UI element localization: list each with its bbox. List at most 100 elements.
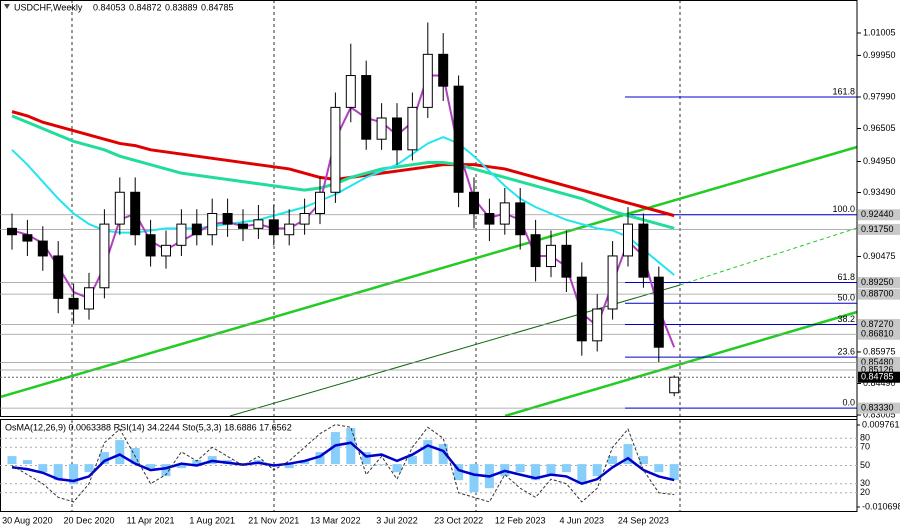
- candle-body: [7, 227, 17, 236]
- current-price-label: 0.84785: [861, 372, 894, 382]
- candle-body: [161, 244, 171, 257]
- candle-body: [422, 53, 433, 108]
- osma-bar: [315, 452, 325, 465]
- osma-bar: [669, 464, 679, 481]
- level-box: [858, 318, 900, 330]
- x-tick-label: 13 Mar 2022: [310, 515, 361, 525]
- time-separators: [71, 0, 681, 512]
- osma-bar: [22, 460, 32, 465]
- osma-bar: [38, 464, 48, 473]
- fib-label: 38.2: [837, 314, 855, 324]
- y-tick-label: 30: [860, 478, 870, 488]
- osma-bar: [546, 464, 556, 477]
- candle-body: [284, 223, 295, 236]
- x-tick-label: 11 Apr 2021: [127, 515, 175, 525]
- osma-bar: [53, 464, 63, 481]
- candle-body: [638, 223, 649, 278]
- osma-bar: [330, 432, 340, 465]
- candle-body: [592, 308, 603, 342]
- osma-bar: [654, 464, 664, 473]
- x-tick-label: 23 Oct 2022: [434, 515, 483, 525]
- symbol-icon: [4, 4, 10, 9]
- chart-title: USDCHF,Weekly: [14, 2, 83, 12]
- y-tick-label: 70: [860, 442, 870, 452]
- y-tick-label: 50: [860, 460, 870, 470]
- osma-bar: [176, 464, 186, 469]
- indicator-line: [11, 424, 675, 503]
- candle-body: [114, 191, 125, 225]
- osma-bar: [192, 460, 202, 465]
- ohlc-value: 0.84872: [129, 2, 162, 12]
- y-tick-label: 0.96505: [863, 123, 896, 133]
- y-tick-label: 0.85975: [863, 346, 896, 356]
- x-tick-label: 12 Feb 2023: [495, 515, 546, 525]
- level-box: [858, 223, 900, 235]
- candle-body: [330, 106, 341, 193]
- candle-body: [315, 191, 325, 214]
- candle-body: [576, 276, 587, 342]
- y-tick-label: 0.84490: [863, 378, 896, 388]
- candle-body: [499, 202, 510, 225]
- trend-line: [679, 227, 858, 286]
- osma-bar: [99, 452, 109, 465]
- fib-label: 161.8: [832, 86, 855, 96]
- y-tick-label: 0.94950: [863, 156, 896, 166]
- osma-bar: [577, 464, 587, 485]
- candle-body: [238, 223, 248, 229]
- level-box: [858, 364, 900, 376]
- fib-label: 23.6: [837, 347, 855, 357]
- y-tick-label: 0.83005: [863, 409, 896, 419]
- indicator-line: [11, 114, 675, 230]
- osma-bar: [608, 456, 618, 465]
- candle-body: [438, 53, 449, 87]
- candle-body: [68, 297, 79, 310]
- x-tick-label: 3 Jul 2022: [376, 515, 418, 525]
- x-tick-label: 21 Nov 2021: [248, 515, 299, 525]
- x-tick-label: 24 Sep 2023: [618, 515, 669, 525]
- level-label: 0.91750: [861, 224, 894, 234]
- level-box: [858, 356, 900, 368]
- y-tick-label: 0.90475: [863, 251, 896, 261]
- osma-bar: [515, 464, 525, 473]
- candle-body: [191, 223, 202, 236]
- osma-bar: [423, 440, 433, 465]
- fib-label: 50.0: [837, 293, 855, 303]
- fib-label: 0.0: [842, 397, 855, 407]
- y2-tick-label: 0.0097612: [862, 419, 900, 429]
- osma-bar: [346, 428, 356, 465]
- indicator-line: [11, 136, 675, 276]
- candle-body: [130, 191, 141, 236]
- level-box: [858, 209, 900, 221]
- x-tick-label: 4 Jun 2023: [560, 515, 605, 525]
- y2-tick-label: -0.010698: [862, 501, 900, 511]
- osma-bar: [146, 464, 156, 469]
- candle-body: [607, 255, 618, 310]
- candle-body: [53, 255, 64, 299]
- ohlc-value: 0.84785: [201, 2, 234, 12]
- candle-body: [253, 219, 264, 229]
- candle-body: [561, 244, 572, 278]
- osma-bar: [531, 464, 541, 481]
- indicator-line: [11, 110, 675, 218]
- osma-bar: [592, 464, 602, 477]
- trend-line: [0, 145, 858, 399]
- fib-label: 100.0: [832, 204, 855, 214]
- candle-body: [530, 234, 541, 268]
- level-label: 0.85480: [861, 357, 894, 367]
- osma-bar: [69, 464, 79, 485]
- candle-body: [453, 85, 464, 193]
- candle-body: [407, 106, 418, 151]
- candle-body: [546, 244, 556, 268]
- candle-body: [669, 376, 680, 394]
- osma-bar: [438, 444, 448, 465]
- x-tick-label: 20 Dec 2020: [63, 515, 114, 525]
- current-price-box: [858, 371, 900, 383]
- candle-body: [515, 202, 526, 236]
- candle-body: [469, 191, 479, 214]
- level-box: [858, 288, 900, 300]
- x-tick-label: 1 Aug 2021: [189, 515, 235, 525]
- osma-bar: [561, 464, 571, 473]
- level-label: 0.89250: [861, 277, 894, 287]
- candle-body: [392, 117, 402, 151]
